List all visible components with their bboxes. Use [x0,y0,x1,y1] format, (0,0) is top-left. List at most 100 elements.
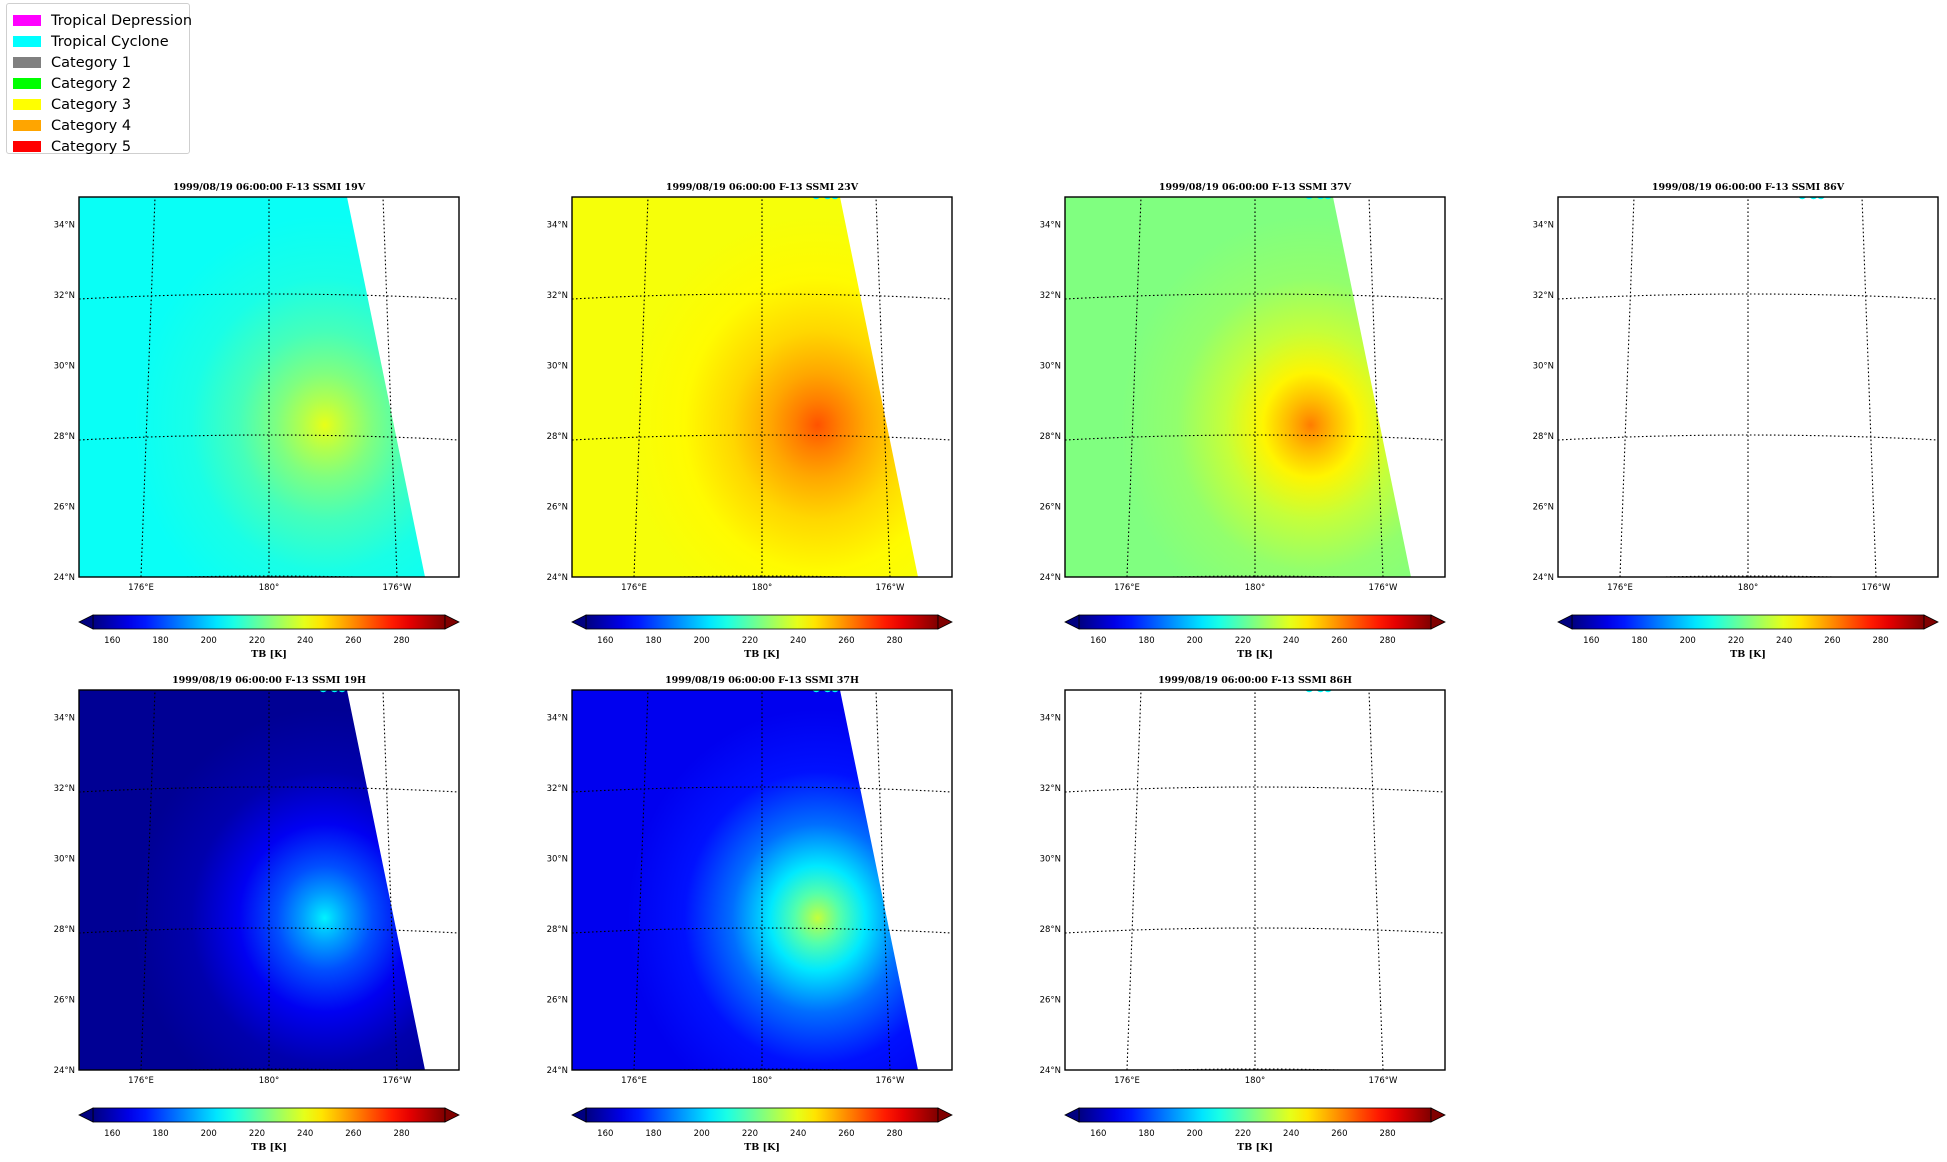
latitude-tick-label: 32°N [54,291,75,301]
map-panel: 1999/08/19 06:00:00 F-13 SSMI 86H 24°N 26°… [1040,648,1446,1153]
latitude-gridline [1065,786,1445,793]
legend-item: Category 3 [13,94,131,115]
track-point [240,666,249,675]
latitude-gridline [1558,12,1938,17]
colorbar-extend-low [1557,614,1573,630]
latitude-tick-label: 34°N [1040,714,1061,724]
longitude-gridline [1368,197,1384,577]
longitude-tick-label: 176°E [128,1076,154,1086]
longitude-tick-label: 180° [259,583,279,593]
colorbar-extend-low [1064,1107,1080,1123]
colorbar-label: TB [K] [1730,649,1766,660]
latitude-gridline [1065,293,1445,300]
track-point [214,662,223,671]
latitude-gridline [79,434,459,441]
map-panel: 1999/08/19 06:00:00 F-13 SSMI 37V 24°N 26°… [1040,12,1446,660]
latitude-tick-label: 28°N [547,925,568,935]
latitude-gridline [572,786,952,793]
latitude-gridline [1065,927,1445,934]
legend-label: Category 1 [51,54,132,71]
longitude-gridline [633,197,649,577]
colorbar-tick-label: 180 [645,1129,661,1139]
colorbar-extend-high [937,1107,953,1123]
latitude-gridline [1065,12,1445,17]
latitude-gridline [572,927,952,934]
colorbar-tick-label: 160 [1583,636,1599,646]
track-point [1595,148,1604,157]
colorbar-tick-label: 160 [597,1129,613,1139]
track-point [150,648,159,657]
colorbar-tick-label: 280 [886,636,902,646]
track-point [733,173,742,182]
latitude-tick-label: 32°N [54,784,75,794]
longitude-tick-label: 176°W [1862,583,1891,593]
colorbar-tick-label: 240 [1776,636,1792,646]
colorbar-tick-label: 160 [597,636,613,646]
colorbar-extend-high [444,1107,460,1123]
colorbar-tick-label: 240 [1283,1129,1299,1139]
longitude-gridline [382,197,398,577]
latitude-tick-label: 32°N [1040,784,1061,794]
colorbar-tick-label: 260 [838,1129,854,1139]
track-point [116,148,125,157]
latitude-tick-label: 28°N [1040,432,1061,442]
longitude-gridline [1126,197,1142,577]
map-frame [78,196,460,578]
latitude-gridline [1065,434,1445,441]
latitude-tick-label: 26°N [54,996,75,1006]
longitude-tick-label: 180° [259,1076,279,1086]
longitude-gridline [633,690,649,1070]
latitude-gridline [79,927,459,934]
track-point [1136,648,1145,657]
latitude-gridline [572,434,952,441]
latitude-tick-label: 26°N [547,996,568,1006]
track-point [609,148,618,157]
panel-title: 1999/08/19 06:00:00 F-13 SSMI 19H [172,675,366,686]
legend: Tropical Depression Tropical Cyclone Categ… [6,3,192,157]
track-point [643,155,652,164]
colorbar-tick-label: 280 [1872,636,1888,646]
map-frame [78,689,460,1071]
latitude-gridline [572,293,952,300]
latitude-tick-label: 24°N [1040,1066,1061,1076]
colorbar-extend-high [1430,1107,1446,1123]
track-point [643,648,652,657]
longitude-tick-label: 176°W [383,1076,412,1086]
longitude-gridline [140,690,156,1070]
colorbar-tick-label: 180 [1138,636,1154,646]
legend-swatch [13,141,41,152]
latitude-gridline [79,12,459,17]
latitude-gridline [1558,434,1938,441]
legend-item: Category 2 [13,73,131,94]
legend-item: Category 5 [13,136,131,157]
tb-swath [79,690,425,1070]
longitude-tick-label: 176°W [876,1076,905,1086]
colorbar-extend-high [1430,614,1446,630]
latitude-tick-label: 32°N [547,784,568,794]
longitude-gridline [1861,197,1877,577]
panel-title: 1999/08/19 06:00:00 F-13 SSMI 19V [173,182,366,193]
colorbar [1571,614,1925,630]
legend-swatch [13,120,41,131]
longitude-tick-label: 176°W [1369,583,1398,593]
longitude-gridline [382,690,398,1070]
legend-swatch [13,57,41,68]
legend-item: Tropical Cyclone [13,31,169,52]
colorbar-tick-label: 200 [1680,636,1696,646]
colorbar-tick-label: 260 [838,636,854,646]
track-point [1102,148,1111,157]
colorbar-tick-label: 200 [1187,636,1203,646]
latitude-tick-label: 34°N [547,714,568,724]
track-point [576,631,585,640]
colorbar-label: TB [K] [744,649,780,660]
colorbar-extend-low [1064,614,1080,630]
colorbar-tick-label: 160 [1090,636,1106,646]
colorbar-tick-label: 200 [1187,1129,1203,1139]
colorbar-tick-label: 280 [1379,636,1395,646]
colorbar-tick-label: 220 [742,636,758,646]
colorbar-tick-label: 220 [1235,1129,1251,1139]
colorbar-tick-label: 180 [152,636,168,646]
latitude-tick-label: 32°N [547,291,568,301]
legend-swatch [13,15,41,26]
tb-swath [1065,197,1411,577]
